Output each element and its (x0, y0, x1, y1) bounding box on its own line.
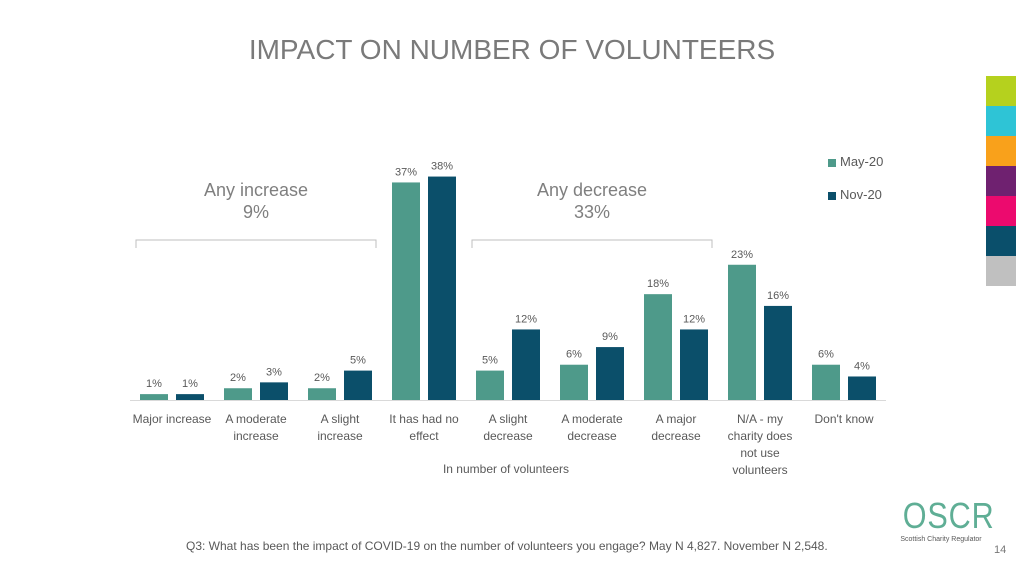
category-label: Major increase (133, 412, 212, 426)
any-increase-annotation: Any increase 9% (136, 179, 376, 223)
any-increase-value: 9% (242, 202, 269, 222)
any-decrease-label: Any decrease (536, 180, 648, 200)
legend-swatch-may-20 (828, 158, 836, 167)
bar-nov-20-3 (428, 176, 456, 400)
color-swatch (986, 166, 1016, 196)
bar-may-20-5 (560, 364, 588, 400)
bar-may-20-6 (644, 294, 672, 400)
data-label: 38% (431, 161, 453, 173)
data-label: 12% (683, 313, 705, 325)
logo-wordmark: OSCR (902, 495, 995, 536)
annotation-bracket (471, 239, 713, 248)
legend-label-may-20: May-20 (840, 154, 884, 169)
bar-may-20-0 (140, 394, 168, 400)
color-swatch (986, 256, 1016, 286)
bar-nov-20-0 (176, 394, 204, 400)
color-swatch (986, 136, 1016, 166)
color-swatch (986, 76, 1016, 106)
bar-nov-20-5 (596, 347, 624, 400)
bar-may-20-4 (476, 370, 504, 400)
bar-may-20-3 (392, 182, 420, 400)
bar-nov-20-2 (344, 370, 372, 400)
data-label: 4% (854, 360, 870, 372)
data-label: 6% (566, 349, 582, 361)
any-decrease-value: 33% (573, 202, 611, 222)
data-label: 23% (731, 249, 753, 261)
data-label: 5% (350, 355, 366, 367)
legend-item-nov-20: Nov-20 (828, 187, 882, 202)
data-label: 37% (395, 166, 417, 178)
color-swatch (986, 196, 1016, 226)
bar-nov-20-4 (512, 329, 540, 400)
data-label: 2% (230, 372, 246, 384)
data-label: 9% (602, 331, 618, 343)
any-increase-label: Any increase (203, 180, 309, 200)
oscr-logo: OSCR Scottish Charity Regulator (896, 495, 995, 544)
data-label: 1% (146, 378, 162, 390)
bar-nov-20-6 (680, 329, 708, 400)
color-swatch (986, 106, 1016, 136)
x-axis-title: In number of volunteers (443, 462, 569, 476)
category-label: A major decrease (651, 412, 701, 443)
category-label: N/A - my charity does not use volunteers (728, 412, 793, 477)
legend-item-may-20: May-20 (828, 154, 883, 169)
data-label: 16% (767, 290, 789, 302)
color-swatch (986, 226, 1016, 256)
category-label: A moderate decrease (561, 412, 623, 443)
bar-may-20-2 (308, 388, 336, 400)
category-label: Don't know (815, 412, 874, 426)
category-label: A moderate increase (225, 412, 287, 443)
data-label: 3% (266, 366, 282, 378)
data-label: 5% (482, 355, 498, 367)
data-label: 18% (647, 278, 669, 290)
category-label: A slight decrease (483, 412, 533, 443)
footnote: Q3: What has been the impact of COVID-19… (186, 539, 828, 553)
data-label: 1% (182, 378, 198, 390)
bar-nov-20-8 (848, 376, 876, 400)
any-decrease-annotation: Any decrease 33% (472, 179, 712, 223)
bar-may-20-8 (812, 364, 840, 400)
logo-tagline: Scottish Charity Regulator (900, 536, 982, 543)
bar-may-20-1 (224, 388, 252, 400)
slide-title: IMPACT ON NUMBER OF VOLUNTEERS (248, 34, 776, 65)
page-number: 14 (994, 544, 1007, 556)
bar-may-20-7 (728, 264, 756, 400)
annotation-bracket (135, 239, 377, 248)
data-label: 12% (515, 313, 537, 325)
category-label: A slight increase (317, 412, 363, 443)
bar-nov-20-1 (260, 382, 288, 400)
legend-label-nov-20: Nov-20 (840, 187, 882, 202)
data-label: 6% (818, 349, 834, 361)
legend-swatch-nov-20 (828, 191, 836, 200)
category-label: It has had no effect (389, 412, 459, 443)
data-label: 2% (314, 372, 330, 384)
bar-nov-20-7 (764, 305, 792, 400)
